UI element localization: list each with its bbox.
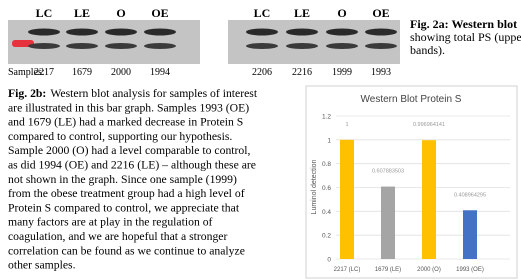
protein-band xyxy=(326,43,358,49)
lane-label: O xyxy=(337,6,346,20)
x-tick-label: 2000 (O) xyxy=(417,267,441,273)
lane-label: OE xyxy=(151,6,168,20)
bar xyxy=(422,140,436,259)
caption-line: Sample 2000 (O) had a level comparable t… xyxy=(8,144,251,157)
y-tick-label: 0.2 xyxy=(322,233,331,240)
y-tick-label: 0 xyxy=(327,257,331,264)
blot-image xyxy=(8,20,400,64)
x-tick-label: 2217 (LC) xyxy=(334,267,361,273)
chart-frame xyxy=(306,86,517,278)
gel xyxy=(8,20,200,64)
x-tick-label: 1679 (LE) xyxy=(375,267,401,273)
protein-band xyxy=(144,29,176,36)
lane-label: LE xyxy=(294,6,310,20)
chart-title: Western Blot Protein S xyxy=(361,94,462,105)
data-label: 0.408964295 xyxy=(454,192,486,198)
y-tick-label: 1.2 xyxy=(322,114,331,121)
caption-line: not shown in the graph. Since one sample… xyxy=(8,173,237,186)
fig2a-title: Fig. 2a: Western blot xyxy=(410,17,517,31)
caption-line: Fig. 2b: Western blot analysis for sample… xyxy=(8,87,258,100)
protein-band xyxy=(326,29,358,36)
protein-band xyxy=(365,43,397,49)
sample-id: 2000 xyxy=(111,67,131,78)
protein-band xyxy=(144,43,176,49)
fig2a-text: bands). xyxy=(410,43,445,57)
y-axis-label: Luminol detection xyxy=(311,159,318,214)
sample-id: 1999 xyxy=(332,67,352,78)
caption-text: Western blot analysis for samples of int… xyxy=(50,87,258,100)
data-label: 1 xyxy=(345,122,348,128)
sample-id: 1994 xyxy=(150,67,170,78)
lane-label: O xyxy=(116,6,125,20)
data-label: 0.996964141 xyxy=(413,122,445,128)
sample-id: 1993 xyxy=(371,67,391,78)
sample-id: 2216 xyxy=(292,67,312,78)
protein-band xyxy=(286,29,318,36)
sample-id: 2217 xyxy=(34,67,54,78)
data-label: 0.607883503 xyxy=(372,169,404,175)
lane-label: OE xyxy=(372,6,389,20)
lane-label: LE xyxy=(74,6,90,20)
gel xyxy=(228,20,400,64)
y-tick-label: 0.8 xyxy=(322,161,331,168)
bar xyxy=(463,210,477,259)
protein-band xyxy=(28,29,60,36)
sample-id: 2206 xyxy=(252,67,272,78)
caption-line: other samples. xyxy=(8,259,76,272)
protein-band xyxy=(246,43,278,49)
caption-line: are illustrated in this bar graph. Sampl… xyxy=(8,101,249,114)
caption-label: Fig. 2b: xyxy=(8,87,46,100)
lane-label: LC xyxy=(36,6,53,20)
fig2b-caption: Fig. 2b: Western blot analysis for sample… xyxy=(8,87,258,272)
page: Fig. 2a: Western blot showing total PS (… xyxy=(0,0,521,280)
caption-line: from the obese treatment group had a hig… xyxy=(8,187,245,200)
lane-label: LC xyxy=(254,6,271,20)
protein-band xyxy=(286,43,318,49)
protein-band xyxy=(105,29,137,36)
caption-line: as did 1994 (OE) and 2216 (LE) – althoug… xyxy=(8,159,256,172)
caption-line: coagulation, and we are hopeful that a s… xyxy=(8,230,227,243)
caption-line: and 1679 (LE) had a marked decrease in P… xyxy=(8,116,243,129)
bar xyxy=(381,187,395,259)
sample-id: 1679 xyxy=(72,67,92,78)
fig2a-text: showing total PS (uppe xyxy=(410,30,521,44)
protein-band xyxy=(66,43,98,49)
y-tick-label: 0.4 xyxy=(322,209,331,216)
caption-line: Protein S compared to control, we apprec… xyxy=(8,201,240,214)
protein-band xyxy=(105,43,137,49)
protein-band xyxy=(365,29,397,36)
caption-line: correlation can be found as we continue … xyxy=(8,244,245,257)
caption-line: compared to control, supporting our hypo… xyxy=(8,130,232,143)
protein-band xyxy=(66,29,98,36)
y-tick-label: 1 xyxy=(327,137,331,144)
x-tick-label: 1993 (OE) xyxy=(456,267,484,273)
caption-line: many factors are at play in the regulati… xyxy=(8,216,213,229)
protein-band xyxy=(246,29,278,36)
protein-band xyxy=(28,43,60,49)
bar xyxy=(340,140,354,259)
y-tick-label: 0.6 xyxy=(322,185,331,192)
